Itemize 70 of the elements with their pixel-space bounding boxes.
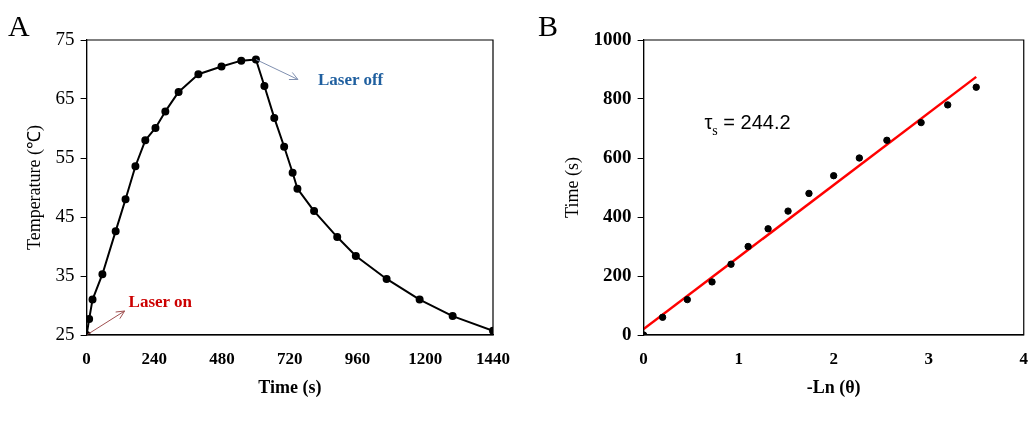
point	[683, 295, 692, 304]
point	[708, 278, 716, 286]
point	[111, 227, 120, 236]
x-tick-label: 1440	[476, 348, 510, 368]
point	[86, 315, 94, 324]
point	[351, 251, 360, 260]
point	[194, 70, 203, 79]
y-axis-title: Temperature (℃)	[23, 124, 45, 251]
point	[764, 225, 772, 233]
point	[141, 136, 150, 145]
y-tick-label: 600	[603, 145, 632, 167]
point	[310, 207, 319, 216]
x-tick-label: 2	[829, 348, 838, 368]
chart-title: B	[538, 9, 559, 42]
y-tick-label: 75	[55, 27, 75, 49]
point	[727, 260, 735, 268]
x-tick-label: 480	[209, 348, 235, 368]
point	[382, 274, 391, 283]
point	[944, 101, 952, 109]
annotation: Laser off	[317, 70, 384, 90]
point	[217, 62, 226, 71]
x-tick-label: 960	[344, 348, 371, 368]
point	[131, 162, 140, 171]
point	[121, 195, 130, 204]
y-tick-label: 0	[622, 322, 632, 344]
x-tick-label: 4	[1019, 348, 1029, 368]
point	[88, 295, 97, 304]
point	[972, 83, 980, 91]
x-axis-title: -Ln (θ)	[806, 376, 861, 398]
point	[174, 87, 183, 96]
y-tick-label: 200	[603, 263, 632, 285]
y-tick-label: 55	[55, 145, 75, 167]
point	[151, 123, 160, 132]
point	[161, 107, 170, 116]
y-tick-label: 65	[55, 86, 75, 108]
point	[829, 172, 838, 180]
point	[288, 168, 297, 177]
point	[448, 312, 457, 321]
point	[237, 56, 246, 65]
point	[883, 136, 891, 144]
y-tick-label: 800	[603, 86, 632, 108]
x-tick-label: 1200	[408, 348, 443, 368]
point	[293, 184, 302, 193]
x-tick-label: 3	[924, 348, 933, 368]
chart-title: A	[8, 9, 30, 42]
x-axis-title: Time (s)	[258, 376, 322, 398]
y-tick-label: 1000	[593, 27, 632, 49]
annotation: Laser on	[128, 292, 193, 311]
y-tick-label: 400	[603, 204, 632, 226]
x-tick-label: 0	[82, 348, 91, 368]
point	[744, 242, 752, 251]
y-tick-label: 35	[55, 263, 75, 285]
point	[280, 142, 289, 151]
point	[805, 189, 813, 198]
point	[784, 207, 792, 215]
x-tick-label: 1	[734, 348, 743, 368]
point	[415, 295, 424, 304]
point	[917, 118, 925, 127]
y-axis-title: Time (s)	[561, 157, 583, 218]
point	[98, 270, 107, 279]
x-tick-label: 240	[141, 348, 168, 368]
y-tick-label: 45	[55, 204, 75, 226]
x-tick-label: 0	[639, 348, 648, 368]
point	[855, 154, 864, 162]
point	[658, 313, 667, 321]
x-tick-label: 720	[277, 348, 303, 368]
y-tick-label: 25	[55, 322, 75, 344]
point	[270, 113, 279, 122]
point	[333, 233, 342, 242]
point	[260, 82, 269, 91]
